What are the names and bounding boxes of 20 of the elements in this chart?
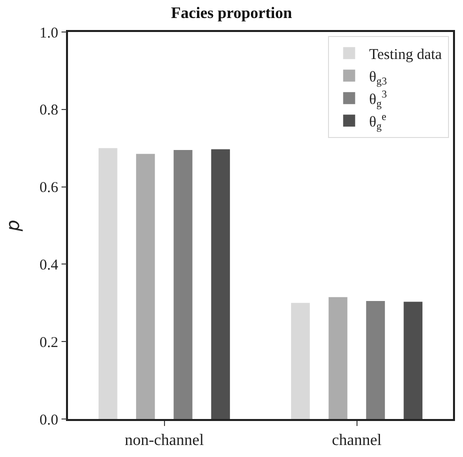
bar: [98, 148, 118, 419]
y-tick-label: 0.6: [40, 180, 59, 196]
x-tick-label: non-channel: [124, 432, 204, 449]
y-tick-label: 0.8: [40, 102, 58, 119]
legend-label: θ$_{g3}$: [369, 69, 387, 88]
y-tick-label: 0.4: [40, 257, 59, 274]
chart-title: Facies proportion: [170, 5, 292, 22]
bar: [211, 149, 230, 419]
x-tick-label: channel: [332, 432, 382, 449]
y-tick-label: 1.0: [40, 25, 58, 42]
y-tick-label: 0.2: [40, 334, 58, 351]
bar: [404, 302, 422, 419]
y-tick-label: 0.0: [40, 412, 58, 428]
bar: [136, 154, 155, 419]
bar: [328, 297, 348, 419]
bar: [366, 300, 385, 419]
y-axis-title: p: [3, 220, 24, 232]
legend-label: Testing data: [369, 46, 442, 63]
bar: [174, 150, 192, 419]
bar: [291, 302, 310, 419]
